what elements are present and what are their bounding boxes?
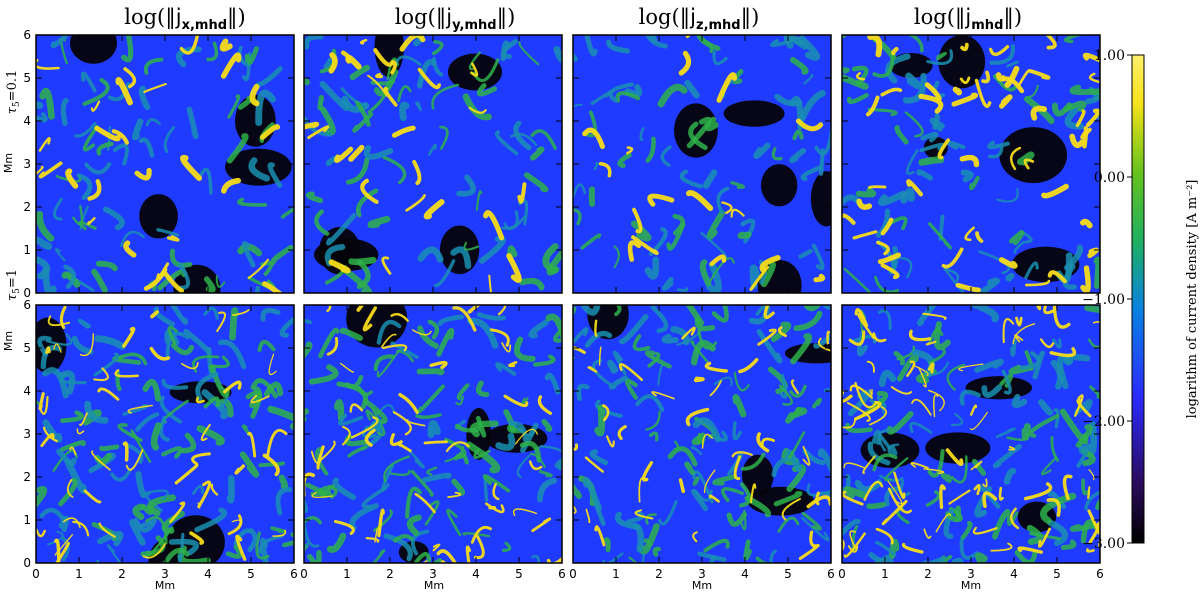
panel-image — [842, 35, 1100, 293]
y-tick-label: 6 — [23, 298, 31, 312]
colorbar-label: logarithm of current density [A m⁻²] — [1185, 180, 1200, 419]
y-tick-label: 1 — [23, 243, 31, 257]
column-title-j: log(‖jmhd‖) — [914, 5, 1022, 33]
x-tick-label: 2 — [655, 567, 663, 581]
panel-r2-c4: 0 1 2 3 4 5 6 — [838, 304, 1104, 581]
x-tick-label: 3 — [429, 567, 437, 581]
x-tick-label: 4 — [472, 567, 480, 581]
row-label-tau-0.1: τ5=0.1 — [5, 70, 22, 115]
x-tick-label: 0 — [569, 567, 577, 581]
panel-image — [304, 35, 562, 293]
x-tick-label: 4 — [741, 567, 749, 581]
x-tick-label: 5 — [247, 567, 255, 581]
colorbar: 1.00 0.00 −1.00 −2.00 −3.00 logarithm of cur… — [1082, 48, 1200, 552]
panel-r2-c2: 0 1 2 3 4 5 6 — [300, 304, 566, 581]
panel-image — [36, 305, 294, 563]
x-tick-label: 3 — [698, 567, 706, 581]
x-tick-label: 5 — [784, 567, 792, 581]
x-tick-label: 2 — [924, 567, 932, 581]
y-tick-label: 4 — [23, 384, 31, 398]
y-tick-label: 3 — [23, 157, 31, 171]
y-tick-label: 0 — [23, 556, 31, 570]
panel-image — [842, 305, 1100, 563]
x-tick-label: 0 — [838, 567, 846, 581]
y-tick-label: 3 — [23, 427, 31, 441]
x-tick-label: 5 — [515, 567, 523, 581]
x-tick-label: 4 — [1010, 567, 1018, 581]
colorbar-tick-label: 1.00 — [1094, 48, 1125, 64]
y-tick-label: 2 — [23, 200, 31, 214]
y-tick-label: 1 — [23, 513, 31, 527]
panel-r1-c1: 0 1 2 3 4 5 6 — [23, 28, 295, 300]
x-tick-label: 1 — [881, 567, 889, 581]
x-tick-label: 3 — [967, 567, 975, 581]
x-tick-label: 2 — [118, 567, 126, 581]
x-axis-label-col1: Mm — [155, 579, 175, 592]
column-title-jx: log(‖jx,mhd‖) — [124, 5, 245, 33]
x-tick-label: 3 — [161, 567, 169, 581]
x-tick-label: 0 — [300, 567, 308, 581]
y-tick-label: 4 — [23, 114, 31, 128]
y-tick-label: 0 — [23, 286, 31, 300]
panel-r2-c3: 0 1 2 3 4 5 6 — [569, 304, 835, 581]
x-tick-label: 1 — [75, 567, 83, 581]
colorbar-gradient — [1131, 54, 1145, 544]
colorbar-ticks: 1.00 0.00 −1.00 −2.00 −3.00 — [1082, 48, 1132, 552]
column-title-jy: log(‖jy,mhd‖) — [395, 5, 516, 33]
y-tick-label: 2 — [23, 470, 31, 484]
y-tick-label: 5 — [23, 71, 31, 85]
row-label-bottom: τ5=1 Mm — [2, 269, 22, 351]
y-tick-label: 5 — [23, 341, 31, 355]
panel-r2-c1: 0 1 2 3 4 5 6 0 1 2 3 4 5 6 — [23, 298, 298, 581]
x-axis-label-col4: Mm — [961, 579, 981, 592]
x-tick-label: 0 — [32, 567, 40, 581]
panel-r1-c4 — [841, 34, 1101, 294]
x-axis-label-col3: Mm — [692, 579, 712, 592]
panel-image — [304, 305, 562, 563]
colorbar-tick-label: 0.00 — [1094, 170, 1125, 186]
x-tick-label: 6 — [1096, 567, 1104, 581]
panel-image — [36, 35, 294, 293]
y-axis-label-bottom: Mm — [2, 331, 15, 351]
x-tick-label: 2 — [386, 567, 394, 581]
colorbar-tick-label: −1.00 — [1082, 292, 1125, 308]
y-axis-label-top: Mm — [2, 153, 15, 173]
x-tick-label: 1 — [612, 567, 620, 581]
x-tick-label: 6 — [290, 567, 298, 581]
x-tick-label: 1 — [343, 567, 351, 581]
colorbar-tick-label: −3.00 — [1082, 536, 1125, 552]
panel-r1-c2 — [303, 34, 563, 294]
x-axis-label-col2: Mm — [424, 579, 444, 592]
x-tick-label: 4 — [204, 567, 212, 581]
column-title-jz: log(‖jz,mhd‖) — [639, 5, 760, 33]
x-tick-label: 6 — [558, 567, 566, 581]
x-tick-label: 6 — [827, 567, 835, 581]
panel-image — [573, 305, 831, 563]
x-axis-labels: Mm Mm Mm Mm — [155, 579, 981, 592]
panel-image — [573, 35, 831, 293]
row-label-top: τ5=0.1 Mm — [2, 70, 22, 173]
y-tick-label: 6 — [23, 28, 31, 42]
row-label-tau-1: τ5=1 — [5, 269, 22, 301]
colorbar-tick-label: −2.00 — [1082, 414, 1125, 430]
x-tick-label: 5 — [1053, 567, 1061, 581]
panel-r1-c3 — [572, 34, 832, 294]
column-titles: log(‖jx,mhd‖) log(‖jy,mhd‖) log(‖jz,mhd‖… — [124, 5, 1022, 33]
